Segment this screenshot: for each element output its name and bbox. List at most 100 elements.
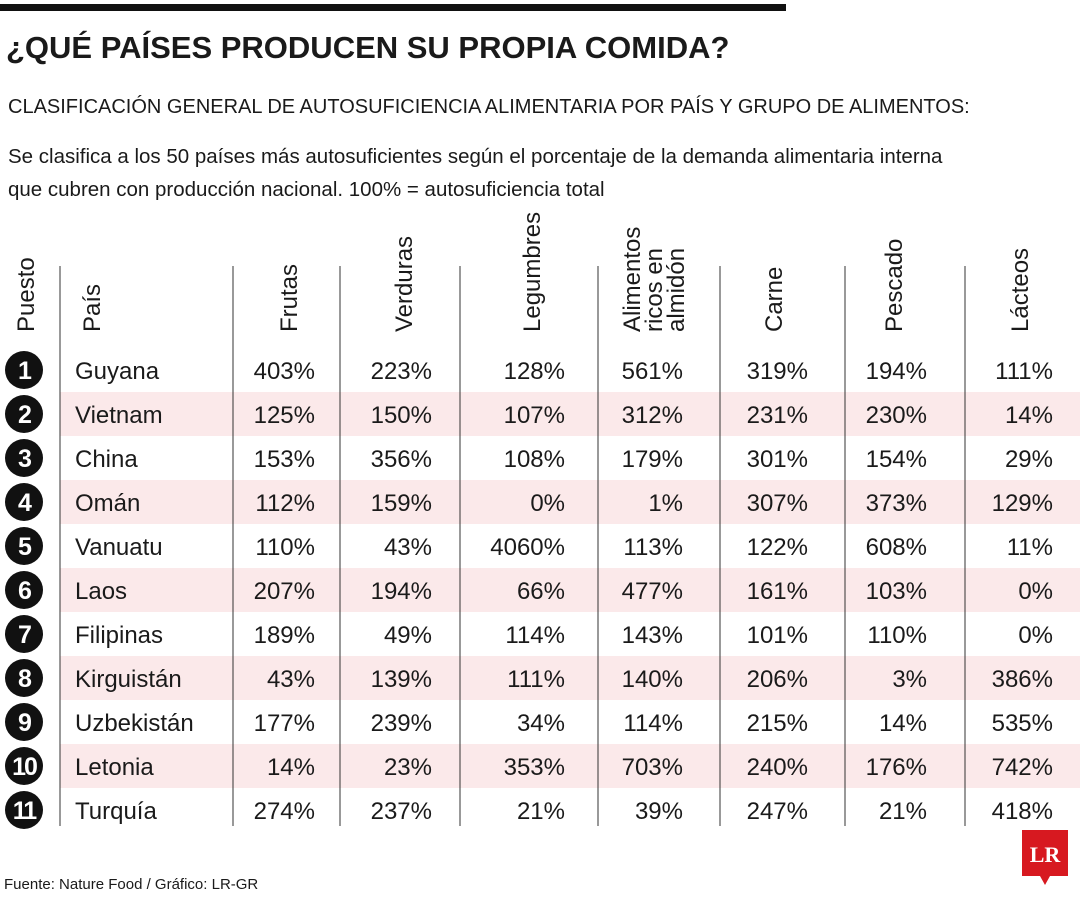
cell-value: 154%	[866, 446, 927, 473]
cell-value: 21%	[517, 798, 565, 825]
source: Fuente: Nature Food / Gráfico: LR-GR	[4, 876, 258, 893]
cell-value: 189%	[254, 622, 315, 649]
cell-value: 356%	[371, 446, 432, 473]
column-header: Carne	[761, 267, 788, 332]
rank: 2	[18, 401, 31, 429]
subtitle: CLASIFICACIÓN GENERAL DE AUTOSUFICIENCIA…	[8, 95, 970, 118]
column-header: Puesto	[13, 257, 40, 332]
cell-value: 353%	[504, 754, 565, 781]
rank: 10	[12, 753, 37, 781]
cell-value: 231%	[747, 402, 808, 429]
column-header: Frutas	[276, 264, 303, 332]
cell-value: 129%	[992, 490, 1053, 517]
cell-value: 194%	[371, 578, 432, 605]
cell-value: 113%	[623, 534, 683, 561]
cell-value: 153%	[254, 446, 315, 473]
column-header: almidón	[663, 248, 690, 332]
column-header: Pescado	[881, 239, 908, 332]
cell-value: 108%	[504, 446, 565, 473]
cell-value: 125%	[254, 402, 315, 429]
country: Laos	[75, 578, 127, 605]
cell-value: 110%	[867, 622, 927, 649]
cell-value: 29%	[1005, 446, 1053, 473]
cell-value: 373%	[866, 490, 927, 517]
cell-value: 1%	[648, 490, 683, 517]
cell-value: 240%	[747, 754, 808, 781]
cell-value: 0%	[1018, 578, 1053, 605]
cell-value: 535%	[992, 710, 1053, 737]
rank-badge	[5, 747, 43, 785]
row-stripe	[60, 480, 1080, 524]
cell-value: 128%	[504, 358, 565, 385]
title: ¿QUÉ PAÍSES PRODUCEN SU PROPIA COMIDA?	[6, 30, 729, 65]
cell-value: 179%	[622, 446, 683, 473]
column-header: Verduras	[391, 236, 418, 332]
cell-value: 111%	[507, 666, 565, 693]
cell-value: 312%	[622, 402, 683, 429]
cell-value: 319%	[747, 358, 808, 385]
cell-value: 215%	[747, 710, 808, 737]
cell-value: 274%	[254, 798, 315, 825]
cell-value: 561%	[622, 358, 683, 385]
logo-tail	[1040, 876, 1050, 885]
cell-value: 143%	[622, 622, 683, 649]
cell-value: 14%	[1005, 402, 1053, 429]
country: Omán	[75, 490, 140, 517]
column-header: Legumbres	[519, 212, 546, 332]
cell-value: 107%	[504, 402, 565, 429]
cell-value: 239%	[371, 710, 432, 737]
cell-value: 66%	[517, 578, 565, 605]
cell-value: 110%	[255, 534, 315, 561]
rank-badge	[5, 791, 43, 829]
country: Turquía	[75, 798, 157, 825]
country: Filipinas	[75, 622, 163, 649]
cell-value: 14%	[879, 710, 927, 737]
rank-badge	[5, 527, 43, 565]
column-header: ricos en	[641, 248, 668, 332]
rank: 5	[18, 533, 32, 561]
cell-value: 403%	[254, 358, 315, 385]
rank-badge	[5, 395, 43, 433]
column-header: Alimentos	[619, 227, 646, 332]
cell-value: 247%	[747, 798, 808, 825]
cell-value: 742%	[992, 754, 1053, 781]
cell-value: 23%	[384, 754, 432, 781]
cell-value: 114%	[623, 710, 683, 737]
cell-value: 114%	[505, 622, 565, 649]
cell-value: 307%	[747, 490, 808, 517]
rank: 1	[18, 357, 32, 385]
cell-value: 34%	[517, 710, 565, 737]
cell-value: 49%	[384, 622, 432, 649]
cell-value: 161%	[747, 578, 808, 605]
cell-value: 101%	[747, 622, 808, 649]
cell-value: 39%	[635, 798, 683, 825]
table: Puesto País Frutas Verduras Legumbres Aliment…	[5, 212, 1080, 829]
rank-badge	[5, 439, 43, 477]
top-bar	[0, 4, 786, 11]
cell-value: 103%	[866, 578, 927, 605]
rank-badge	[5, 615, 43, 653]
cell-value: 43%	[384, 534, 432, 561]
country: Kirguistán	[75, 666, 182, 693]
country: China	[75, 446, 138, 473]
cell-value: 176%	[866, 754, 927, 781]
description: Se clasifica a los 50 países más autosuf…	[8, 145, 943, 168]
rank-badge	[5, 703, 43, 741]
cell-value: 386%	[992, 666, 1053, 693]
country: Uzbekistán	[75, 710, 194, 737]
column-header: Lácteos	[1007, 248, 1034, 332]
cell-value: 477%	[622, 578, 683, 605]
rank-badge	[5, 571, 43, 609]
row-stripe	[60, 656, 1080, 700]
cell-value: 139%	[371, 666, 432, 693]
rank-badge	[5, 659, 43, 697]
description: que cubren con producción nacional. 100%…	[8, 178, 605, 201]
cell-value: 122%	[747, 534, 808, 561]
cell-value: 223%	[371, 358, 432, 385]
rank: 3	[18, 445, 31, 473]
cell-value: 177%	[254, 710, 315, 737]
cell-value: 159%	[371, 490, 432, 517]
row-stripe	[60, 744, 1080, 788]
cell-value: 150%	[371, 402, 432, 429]
